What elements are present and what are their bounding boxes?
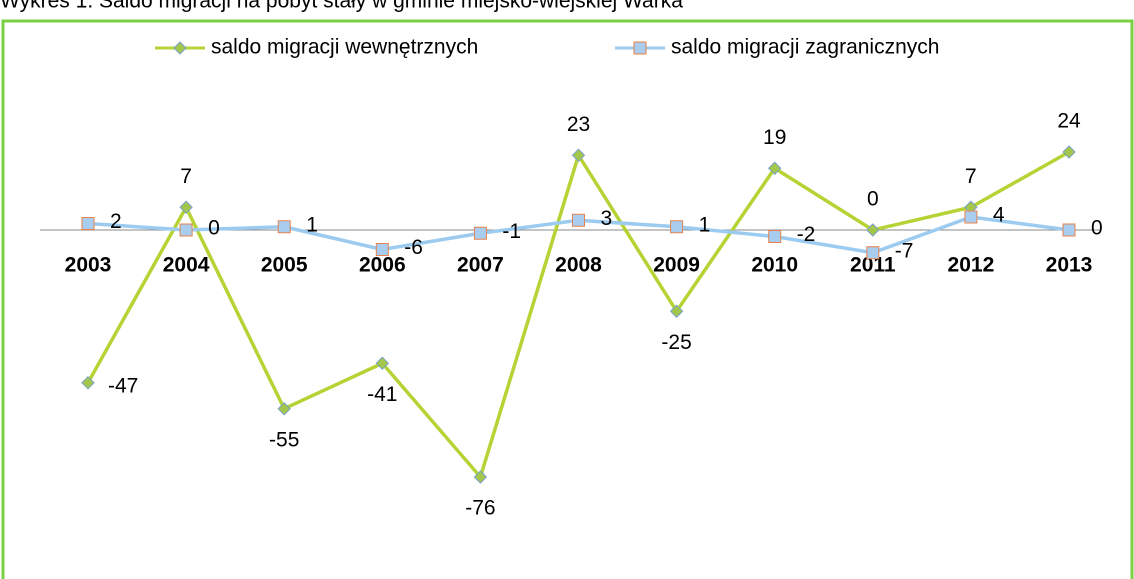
x-tick-label: 2009 [653,254,700,277]
data-label: -55 [269,428,299,451]
data-label: -1 [502,220,521,243]
chart-title: Wykres 1. Saldo migracji na pobyt stały … [0,0,683,13]
legend-label: saldo migracji wewnętrznych [211,36,478,59]
data-label: 0 [208,217,220,240]
x-tick-label: 2005 [261,254,308,277]
data-label: 1 [306,213,318,236]
data-label: -41 [367,383,397,406]
x-tick-label: 2007 [457,254,504,277]
point-marker [571,148,586,162]
point-marker [81,376,95,390]
point-marker [670,220,684,234]
data-label: 0 [867,188,879,211]
point-marker [277,220,291,234]
x-tick-label: 2010 [751,254,798,277]
data-label: -7 [895,239,914,262]
legend-marker [633,41,647,55]
x-tick-label: 2012 [948,254,995,277]
data-label: -76 [465,497,495,520]
point-marker [1062,223,1076,237]
data-label: 1 [699,213,711,236]
data-label: 7 [180,165,192,188]
point-marker [81,217,95,230]
point-marker [1062,145,1076,159]
legend-label: saldo migracji zagranicznych [671,36,939,59]
point-marker [277,402,291,416]
data-label: -47 [108,374,138,397]
point-marker [473,226,487,240]
data-label: 4 [993,204,1005,227]
data-label: 3 [601,207,613,230]
point-marker [375,243,389,256]
point-marker [866,246,880,260]
data-label: 23 [567,113,590,136]
x-tick-label: 2003 [65,254,112,277]
data-label: -2 [797,223,816,246]
data-label: 0 [1091,217,1103,240]
chart-frame [1,19,1134,579]
x-tick-label: 2006 [359,254,406,277]
data-label: -25 [661,331,691,354]
point-marker [768,230,782,243]
point-marker [179,200,193,214]
data-label: 19 [763,126,786,149]
point-marker [179,223,193,237]
point-marker [473,470,488,484]
point-marker [572,213,585,227]
x-tick-label: 2011 [850,254,896,277]
x-tick-label: 2013 [1046,254,1093,277]
data-label: 2 [110,210,122,233]
x-tick-label: 2008 [555,254,602,277]
data-label: -6 [404,236,423,259]
point-marker [866,223,880,237]
data-label: 24 [1057,110,1081,133]
legend-marker [173,41,187,55]
point-marker [375,356,390,370]
series-line [86,150,1070,481]
x-tick-label: 2004 [163,254,210,277]
point-marker [767,161,782,175]
point-marker [669,304,684,318]
point-marker [964,210,978,224]
data-label: 7 [965,165,977,188]
